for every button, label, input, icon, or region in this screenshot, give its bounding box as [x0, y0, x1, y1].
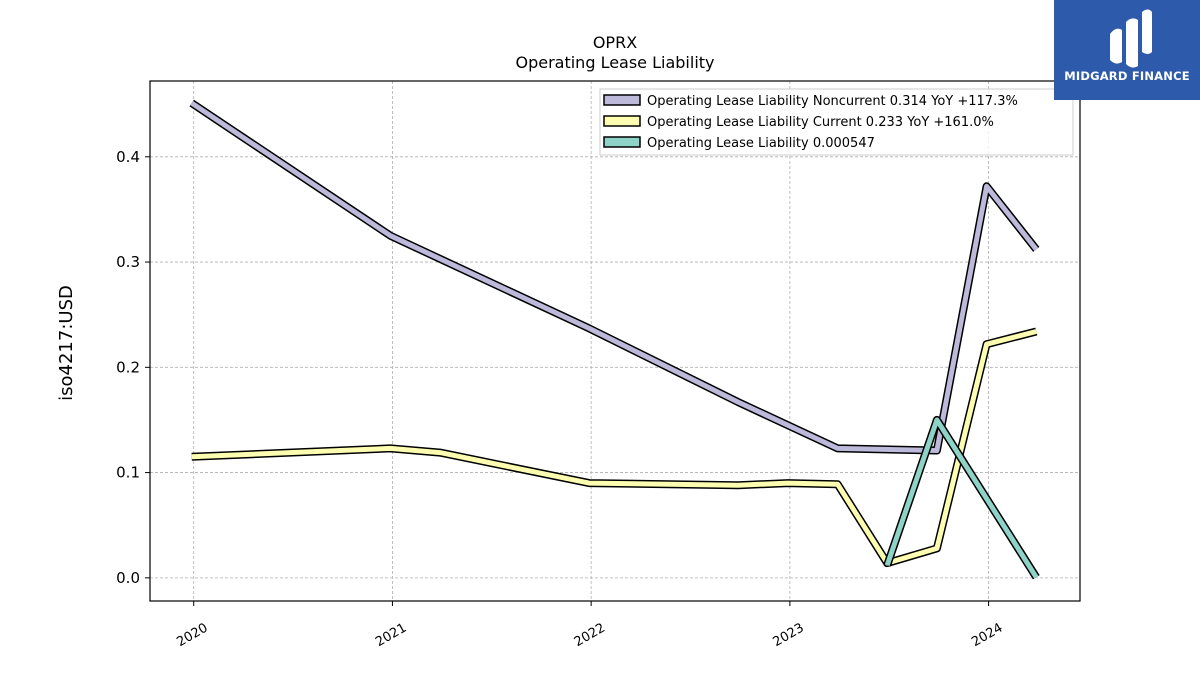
legend-swatch	[603, 94, 641, 106]
axis-ticks: 2020 2021 2022 2023 2024 0.0 0.1 0.2 0.3 0.4	[116, 148, 1005, 650]
x-tick-label: 2023	[771, 621, 807, 651]
legend-item-2: Operating Lease Liability 0.000547	[603, 136, 875, 151]
y-tick-label: 0.0	[116, 569, 140, 587]
brand-logo: MIDGARD FINANCE	[1054, 0, 1200, 100]
chart-subtitle: Operating Lease Liability	[515, 53, 714, 72]
legend-item-1: Operating Lease Liability Current 0.233 …	[603, 115, 994, 130]
y-tick-label: 0.4	[116, 148, 140, 166]
legend-swatch	[603, 136, 641, 148]
x-tick-label: 2022	[572, 621, 608, 651]
legend-item-0: Operating Lease Liability Noncurrent 0.3…	[603, 94, 1018, 109]
x-tick-label: 2021	[373, 621, 409, 651]
x-tick-label: 2020	[174, 621, 210, 651]
y-tick-label: 0.1	[116, 464, 140, 482]
y-tick-label: 0.2	[116, 358, 140, 376]
y-tick-label: 0.3	[116, 253, 140, 271]
x-tick-label: 2024	[969, 621, 1005, 651]
legend-frame	[599, 88, 1074, 156]
plot-area-frame	[149, 80, 1081, 602]
series-lines	[189, 99, 1040, 580]
legend: Operating Lease Liability Noncurrent 0.3…	[599, 88, 1074, 156]
series-1-line	[191, 327, 1038, 568]
legend-swatch	[603, 115, 641, 127]
legend-label: Operating Lease Liability Noncurrent 0.3…	[647, 94, 1018, 109]
series-0-line	[189, 99, 1040, 455]
legend-label: Operating Lease Liability 0.000547	[647, 136, 875, 151]
series-line-stroke	[191, 329, 1037, 566]
series-2-line	[883, 415, 1040, 580]
logo-mark-icon	[1110, 9, 1152, 68]
logo-text: MIDGARD FINANCE	[1064, 69, 1190, 83]
series-line-stroke	[884, 417, 1039, 579]
chart-title: OPRX	[593, 33, 637, 52]
y-axis-label: iso4217:USD	[56, 285, 77, 401]
series-line-stroke	[190, 101, 1039, 453]
legend-label: Operating Lease Liability Current 0.233 …	[647, 115, 994, 130]
